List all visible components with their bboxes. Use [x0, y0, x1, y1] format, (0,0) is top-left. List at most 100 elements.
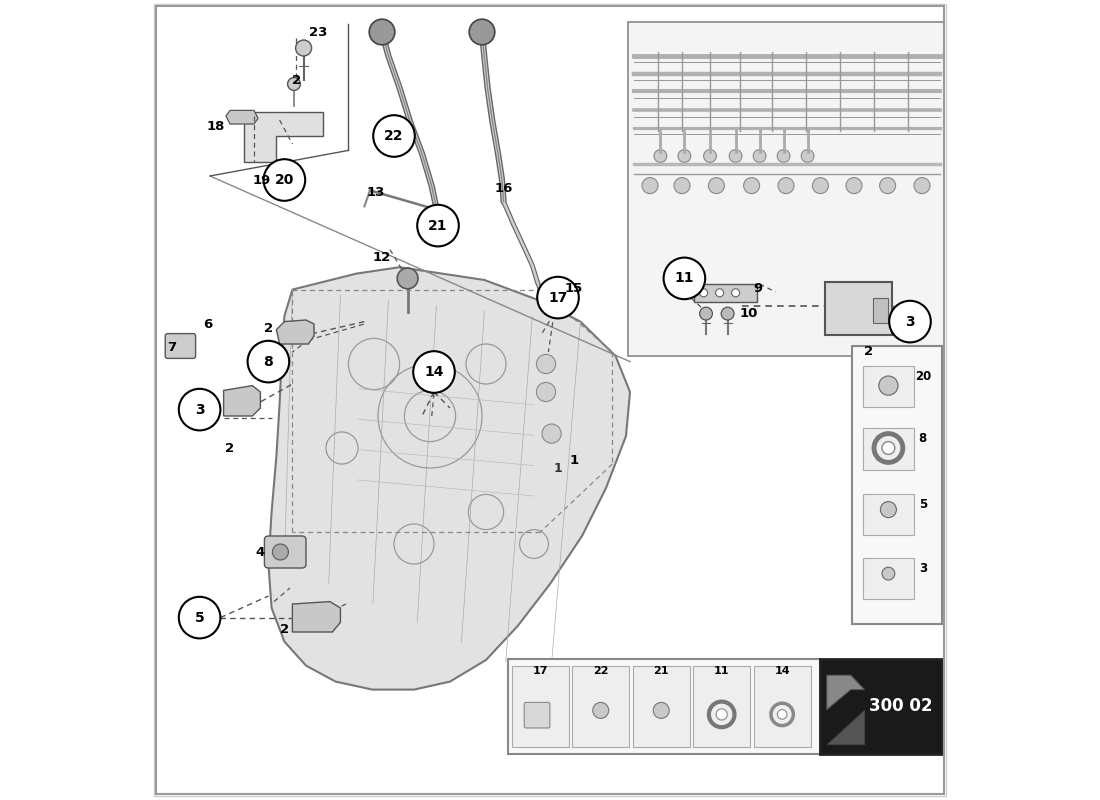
- Circle shape: [370, 19, 395, 45]
- Text: 23: 23: [309, 26, 327, 38]
- Text: 17: 17: [532, 666, 548, 675]
- Text: 5: 5: [195, 610, 205, 625]
- FancyBboxPatch shape: [754, 666, 811, 747]
- Text: 1: 1: [570, 454, 579, 466]
- Text: 11: 11: [674, 271, 694, 286]
- Text: 15: 15: [565, 282, 583, 294]
- Circle shape: [716, 709, 727, 720]
- Circle shape: [248, 341, 289, 382]
- FancyBboxPatch shape: [154, 4, 946, 796]
- Circle shape: [373, 115, 415, 157]
- Polygon shape: [276, 320, 314, 344]
- Text: 22: 22: [593, 666, 608, 675]
- Circle shape: [882, 442, 894, 454]
- FancyBboxPatch shape: [264, 536, 306, 568]
- FancyBboxPatch shape: [862, 494, 914, 535]
- Text: 11: 11: [714, 666, 729, 675]
- Text: 2: 2: [226, 442, 234, 454]
- Circle shape: [708, 178, 725, 194]
- Circle shape: [678, 150, 691, 162]
- Circle shape: [700, 289, 707, 297]
- Text: 19: 19: [253, 174, 271, 187]
- Circle shape: [179, 389, 220, 430]
- FancyBboxPatch shape: [572, 666, 629, 747]
- Text: 10: 10: [739, 307, 758, 320]
- FancyBboxPatch shape: [165, 334, 196, 358]
- FancyBboxPatch shape: [825, 282, 892, 335]
- Circle shape: [700, 307, 713, 320]
- Circle shape: [722, 307, 734, 320]
- FancyBboxPatch shape: [525, 702, 550, 728]
- Text: 18: 18: [207, 120, 224, 133]
- Polygon shape: [293, 602, 340, 632]
- FancyBboxPatch shape: [512, 666, 569, 747]
- Polygon shape: [244, 112, 322, 162]
- Circle shape: [179, 597, 220, 638]
- Polygon shape: [827, 675, 865, 710]
- FancyBboxPatch shape: [694, 284, 757, 302]
- Circle shape: [754, 150, 766, 162]
- Text: 8: 8: [264, 354, 273, 369]
- Text: 21: 21: [653, 666, 669, 675]
- Circle shape: [273, 544, 288, 560]
- Text: 4: 4: [256, 546, 265, 558]
- Text: 17: 17: [548, 290, 568, 305]
- Text: 20: 20: [275, 173, 294, 187]
- Circle shape: [654, 150, 667, 162]
- FancyBboxPatch shape: [862, 366, 914, 407]
- FancyBboxPatch shape: [873, 298, 888, 323]
- Circle shape: [663, 258, 705, 299]
- Circle shape: [296, 40, 311, 56]
- Text: 12: 12: [373, 251, 392, 264]
- Text: 2: 2: [264, 322, 273, 334]
- Circle shape: [537, 277, 579, 318]
- Text: 2: 2: [864, 346, 873, 358]
- Text: 16: 16: [494, 182, 513, 195]
- Text: 22: 22: [384, 129, 404, 143]
- FancyBboxPatch shape: [852, 346, 942, 624]
- Circle shape: [744, 178, 760, 194]
- Polygon shape: [226, 110, 258, 124]
- Text: 13: 13: [366, 186, 385, 198]
- Text: 5: 5: [918, 498, 927, 510]
- Text: 7: 7: [167, 341, 176, 354]
- Text: 3: 3: [195, 402, 205, 417]
- Circle shape: [264, 159, 305, 201]
- FancyBboxPatch shape: [693, 666, 750, 747]
- Text: 2: 2: [292, 74, 301, 86]
- Circle shape: [537, 354, 556, 374]
- Circle shape: [414, 351, 454, 393]
- Text: 300 02: 300 02: [869, 698, 932, 715]
- Text: 1: 1: [554, 462, 563, 474]
- Circle shape: [593, 702, 608, 718]
- Circle shape: [813, 178, 828, 194]
- Text: 6: 6: [204, 318, 212, 330]
- FancyBboxPatch shape: [862, 558, 914, 599]
- FancyBboxPatch shape: [821, 659, 942, 754]
- Circle shape: [674, 178, 690, 194]
- Circle shape: [914, 178, 929, 194]
- FancyBboxPatch shape: [508, 659, 821, 754]
- Circle shape: [778, 178, 794, 194]
- Circle shape: [287, 78, 300, 90]
- Circle shape: [428, 210, 444, 226]
- FancyBboxPatch shape: [862, 428, 914, 470]
- Text: 14: 14: [774, 666, 790, 675]
- Circle shape: [880, 502, 896, 518]
- Circle shape: [846, 178, 862, 194]
- Polygon shape: [223, 386, 261, 416]
- Circle shape: [889, 301, 931, 342]
- Circle shape: [778, 150, 790, 162]
- Circle shape: [880, 178, 895, 194]
- Polygon shape: [268, 267, 630, 690]
- Circle shape: [778, 710, 786, 719]
- FancyBboxPatch shape: [628, 22, 945, 356]
- Circle shape: [882, 567, 894, 580]
- Text: 3: 3: [918, 562, 927, 574]
- Text: 20: 20: [915, 370, 931, 382]
- Circle shape: [732, 289, 739, 297]
- Circle shape: [704, 150, 716, 162]
- Circle shape: [542, 424, 561, 443]
- Circle shape: [642, 178, 658, 194]
- FancyBboxPatch shape: [632, 666, 690, 747]
